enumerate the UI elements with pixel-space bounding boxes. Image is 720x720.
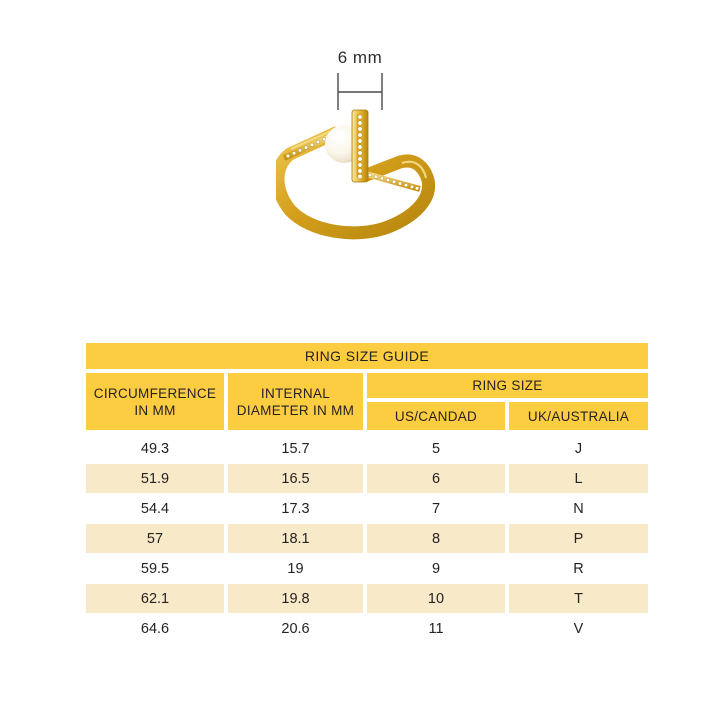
cell-uk-size: J xyxy=(574,440,583,457)
measurement-label: 6 mm xyxy=(337,48,383,67)
ring-size-guide-table: RING SIZE GUIDE CIRCUMFERENCE IN MM INTE… xyxy=(86,343,648,644)
header-circumference-line1: CIRCUMFERENCE xyxy=(93,385,217,401)
cell-uk-size: T xyxy=(509,584,648,613)
cell-circumference: 51.9 xyxy=(86,464,224,493)
header-diameter-line1: INTERNAL xyxy=(260,385,331,401)
cell-diameter: 18.1 xyxy=(228,524,363,553)
cell-diameter: 17.3 xyxy=(281,500,310,517)
cell-diameter: 19 xyxy=(287,560,304,577)
cell-circumference: 64.6 xyxy=(140,620,170,637)
right-stone-channel xyxy=(365,171,421,192)
header-circumference-line2: IN MM xyxy=(134,402,176,418)
ring-figure: 6 mm xyxy=(0,0,720,330)
cell-circumference: 54.4 xyxy=(140,500,170,517)
header-circumference: CIRCUMFERENCE IN MM xyxy=(86,373,224,430)
cell-diameter: 20.6 xyxy=(281,620,310,637)
table-title: RING SIZE GUIDE xyxy=(86,343,648,369)
header-ring-size-group: RING SIZE xyxy=(367,373,648,398)
header-uk-australia: UK/AUSTRALIA xyxy=(509,402,648,430)
cell-circumference: 49.3 xyxy=(140,440,170,457)
diamond-bar xyxy=(351,109,369,183)
measurement-bracket-icon xyxy=(337,73,383,110)
table-row: 62.1 19.8 10 T xyxy=(86,584,648,613)
cell-circumference: 59.5 xyxy=(140,560,170,577)
cell-circumference: 57 xyxy=(86,524,224,553)
pearl-ring-image xyxy=(276,73,436,240)
cell-us-size: 5 xyxy=(431,440,441,457)
cell-diameter: 15.7 xyxy=(281,440,310,457)
table-row: 59.5 19 9 R xyxy=(86,554,648,583)
header-us-canada: US/CANDAD xyxy=(367,402,505,430)
cell-circumference: 62.1 xyxy=(86,584,224,613)
cell-us-size: 11 xyxy=(428,620,444,637)
table-row: 49.3 15.7 5 J xyxy=(86,434,648,463)
header-diameter-line2: DIAMETER IN MM xyxy=(236,402,355,418)
table-row: 57 18.1 8 P xyxy=(86,524,648,553)
cell-uk-size: V xyxy=(573,620,584,637)
cell-us-size: 6 xyxy=(367,464,505,493)
cell-us-size: 9 xyxy=(431,560,441,577)
cell-us-size: 7 xyxy=(431,500,441,517)
cell-uk-size: L xyxy=(509,464,648,493)
cell-uk-size: N xyxy=(573,500,584,517)
cell-diameter: 16.5 xyxy=(228,464,363,493)
header-diameter: INTERNAL DIAMETER IN MM xyxy=(228,373,363,430)
table-row: 54.4 17.3 7 N xyxy=(86,494,648,523)
cell-uk-size: P xyxy=(509,524,648,553)
cell-uk-size: R xyxy=(573,560,584,577)
cell-us-size: 10 xyxy=(367,584,505,613)
cell-diameter: 19.8 xyxy=(228,584,363,613)
cell-us-size: 8 xyxy=(367,524,505,553)
table-row: 64.6 20.6 11 V xyxy=(86,614,648,643)
table-row: 51.9 16.5 6 L xyxy=(86,464,648,493)
table-header: CIRCUMFERENCE IN MM INTERNAL DIAMETER IN… xyxy=(86,373,648,430)
